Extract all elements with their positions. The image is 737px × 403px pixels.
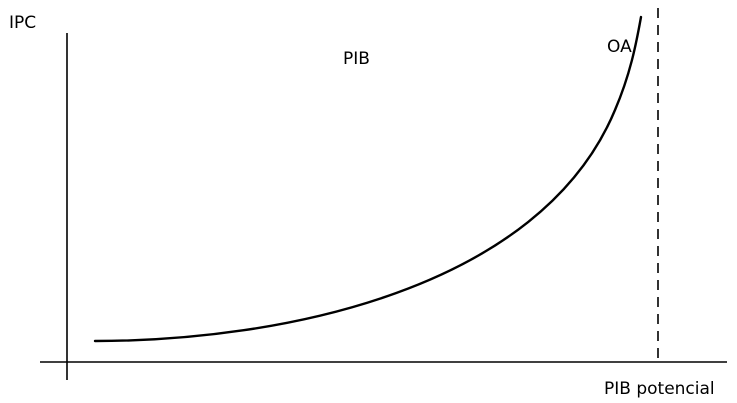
x-axis-label: PIB potencial (604, 379, 715, 399)
center-label: PIB (343, 49, 370, 69)
curve-label: OA (607, 37, 632, 57)
y-axis-label: IPC (9, 13, 36, 33)
aggregate-supply-curve (93, 15, 643, 343)
